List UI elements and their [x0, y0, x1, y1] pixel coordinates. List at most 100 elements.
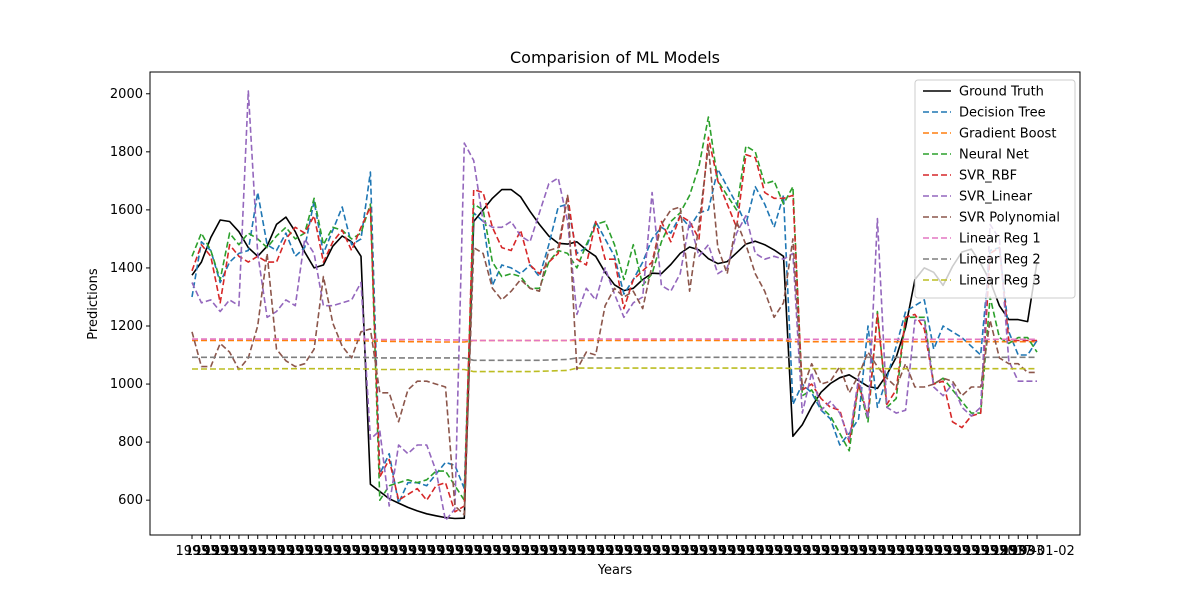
y-tick-label: 1800 [110, 145, 143, 160]
x-tick-label: 1993 [701, 544, 734, 559]
x-tick-label: 1993 [504, 544, 537, 559]
x-tick-label: 1993 [720, 544, 753, 559]
legend-entry: Ground Truth [959, 85, 1044, 100]
x-tick-label: 1993 [495, 544, 528, 559]
series-line-decision-tree [191, 168, 1038, 504]
x-tick-label: 1993 [429, 544, 462, 559]
x-tick-label: 1993 [851, 544, 884, 559]
y-tick-label: 1000 [110, 377, 143, 392]
axes: 6008001000120014001600180020001993199319… [110, 87, 1075, 559]
x-tick-label: 1993 [823, 544, 856, 559]
x-tick-label: 1993 [992, 544, 1025, 559]
y-tick-label: 2000 [110, 87, 143, 102]
x-tick-label: 1993 [279, 544, 312, 559]
plot-area [191, 90, 1038, 522]
y-tick-label: 1400 [110, 261, 143, 276]
x-tick-label: 1993 [1002, 544, 1035, 559]
y-tick-label: 1600 [110, 203, 143, 218]
x-tick-label: 1993 [889, 544, 922, 559]
x-tick-label: 1993 [513, 544, 546, 559]
x-tick-label: 1993 [748, 544, 781, 559]
x-tick-label: 1993 [579, 544, 612, 559]
series-line-svr-polynomial [191, 145, 1037, 516]
x-tick-label: 1993 [551, 544, 584, 559]
legend: Ground Truth Decision Tree Gradient Boost N… [914, 79, 1076, 299]
x-tick-label: 1993 [861, 544, 894, 559]
series-line-svr-linear [191, 90, 1037, 522]
x-tick-label: 1993 [682, 544, 715, 559]
x-tick-label: 2017-01-02 [999, 544, 1075, 559]
legend-entry: SVR_Linear [959, 190, 1033, 205]
series-line-linear-reg-3 [192, 367, 1037, 373]
x-tick-label: 1993 [532, 544, 565, 559]
x-tick-label: 1993 [316, 544, 349, 559]
x-tick-label: 1993 [260, 544, 293, 559]
x-tick-label: 1993 [185, 544, 218, 559]
legend-entry: SVR_RBF [959, 169, 1017, 184]
x-tick-label: 1993 [485, 544, 518, 559]
x-tick-label: 1993 [204, 544, 237, 559]
y-tick-label: 600 [118, 493, 143, 508]
x-tick-label: 1993 [739, 544, 772, 559]
x-tick-label: 1993 [936, 544, 969, 559]
x-tick-label: 1993 [814, 544, 847, 559]
legend-entry: SVR Polynomial [959, 211, 1060, 226]
x-tick-label: 1993 [307, 544, 340, 559]
x-tick-label: 1993 [870, 544, 903, 559]
x-tick-label: 1993 [673, 544, 706, 559]
x-tick-label: 1993 [363, 544, 396, 559]
x-tick-label: 1993 [222, 544, 255, 559]
x-tick-label: 1993 [410, 544, 443, 559]
x-axis-label: Years [597, 563, 633, 578]
series-line-linear-reg-2 [192, 356, 1037, 362]
y-axis-label: Predictions [86, 268, 101, 340]
x-tick-label: 1993 [467, 544, 500, 559]
x-tick-label: 1993 [664, 544, 697, 559]
x-tick-label: 1993 [598, 544, 631, 559]
x-tick-label: 1993 [964, 544, 997, 559]
x-tick-label: 1993 [251, 544, 284, 559]
x-tick-label: 1993 [589, 544, 622, 559]
x-tick-label: 1993 [213, 544, 246, 559]
x-tick-label: 1993 [523, 544, 556, 559]
x-tick-label: 1993 [476, 544, 509, 559]
x-tick-label: 1993 [457, 544, 490, 559]
x-tick-label: 1993 [692, 544, 725, 559]
x-tick-label: 1993 [401, 544, 434, 559]
x-tick-label: 1993 [560, 544, 593, 559]
x-tick-label: 1993 [776, 544, 809, 559]
x-tick-label: 1993 [880, 544, 913, 559]
x-tick-label: 1993 [194, 544, 227, 559]
x-tick-label: 1993 [232, 544, 265, 559]
x-tick-label: 1993 [607, 544, 640, 559]
x-tick-label: 1993 [974, 544, 1007, 559]
x-tick-label: 1993 [842, 544, 875, 559]
x-tick-label: 1993 [805, 544, 838, 559]
x-tick-label: 1993 [269, 544, 302, 559]
x-tick-label: 1993 [326, 544, 359, 559]
y-tick-label: 800 [118, 435, 143, 450]
series-line-linear-reg-1 [192, 338, 1037, 342]
x-tick-label: 1993 [758, 544, 791, 559]
x-tick-label: 1993 [344, 544, 377, 559]
y-tick-label: 1200 [110, 319, 143, 334]
series-line-neural-net [191, 116, 1038, 502]
x-tick-label: 1993 [241, 544, 274, 559]
x-tick-label: 1993 [898, 544, 931, 559]
legend-entry: Gradient Boost [959, 127, 1056, 142]
x-tick-label: 1993 [1011, 544, 1044, 559]
legend-entry: Linear Reg 3 [959, 274, 1041, 289]
x-tick-label: 1993 [927, 544, 960, 559]
legend-entry: Decision Tree [959, 106, 1046, 121]
legend-entry: Linear Reg 2 [959, 253, 1041, 268]
chart-title: Comparision of ML Models [510, 48, 720, 67]
x-tick-label: 1993 [833, 544, 866, 559]
x-tick-label: 1993 [391, 544, 424, 559]
x-tick-label: 1993 [729, 544, 762, 559]
x-tick-label: 1993 [354, 544, 387, 559]
x-tick-label: 1993 [983, 544, 1016, 559]
series-line-gradient-boost [192, 339, 1037, 343]
x-tick-label: 1993 [373, 544, 406, 559]
x-tick-label: 1993 [542, 544, 575, 559]
